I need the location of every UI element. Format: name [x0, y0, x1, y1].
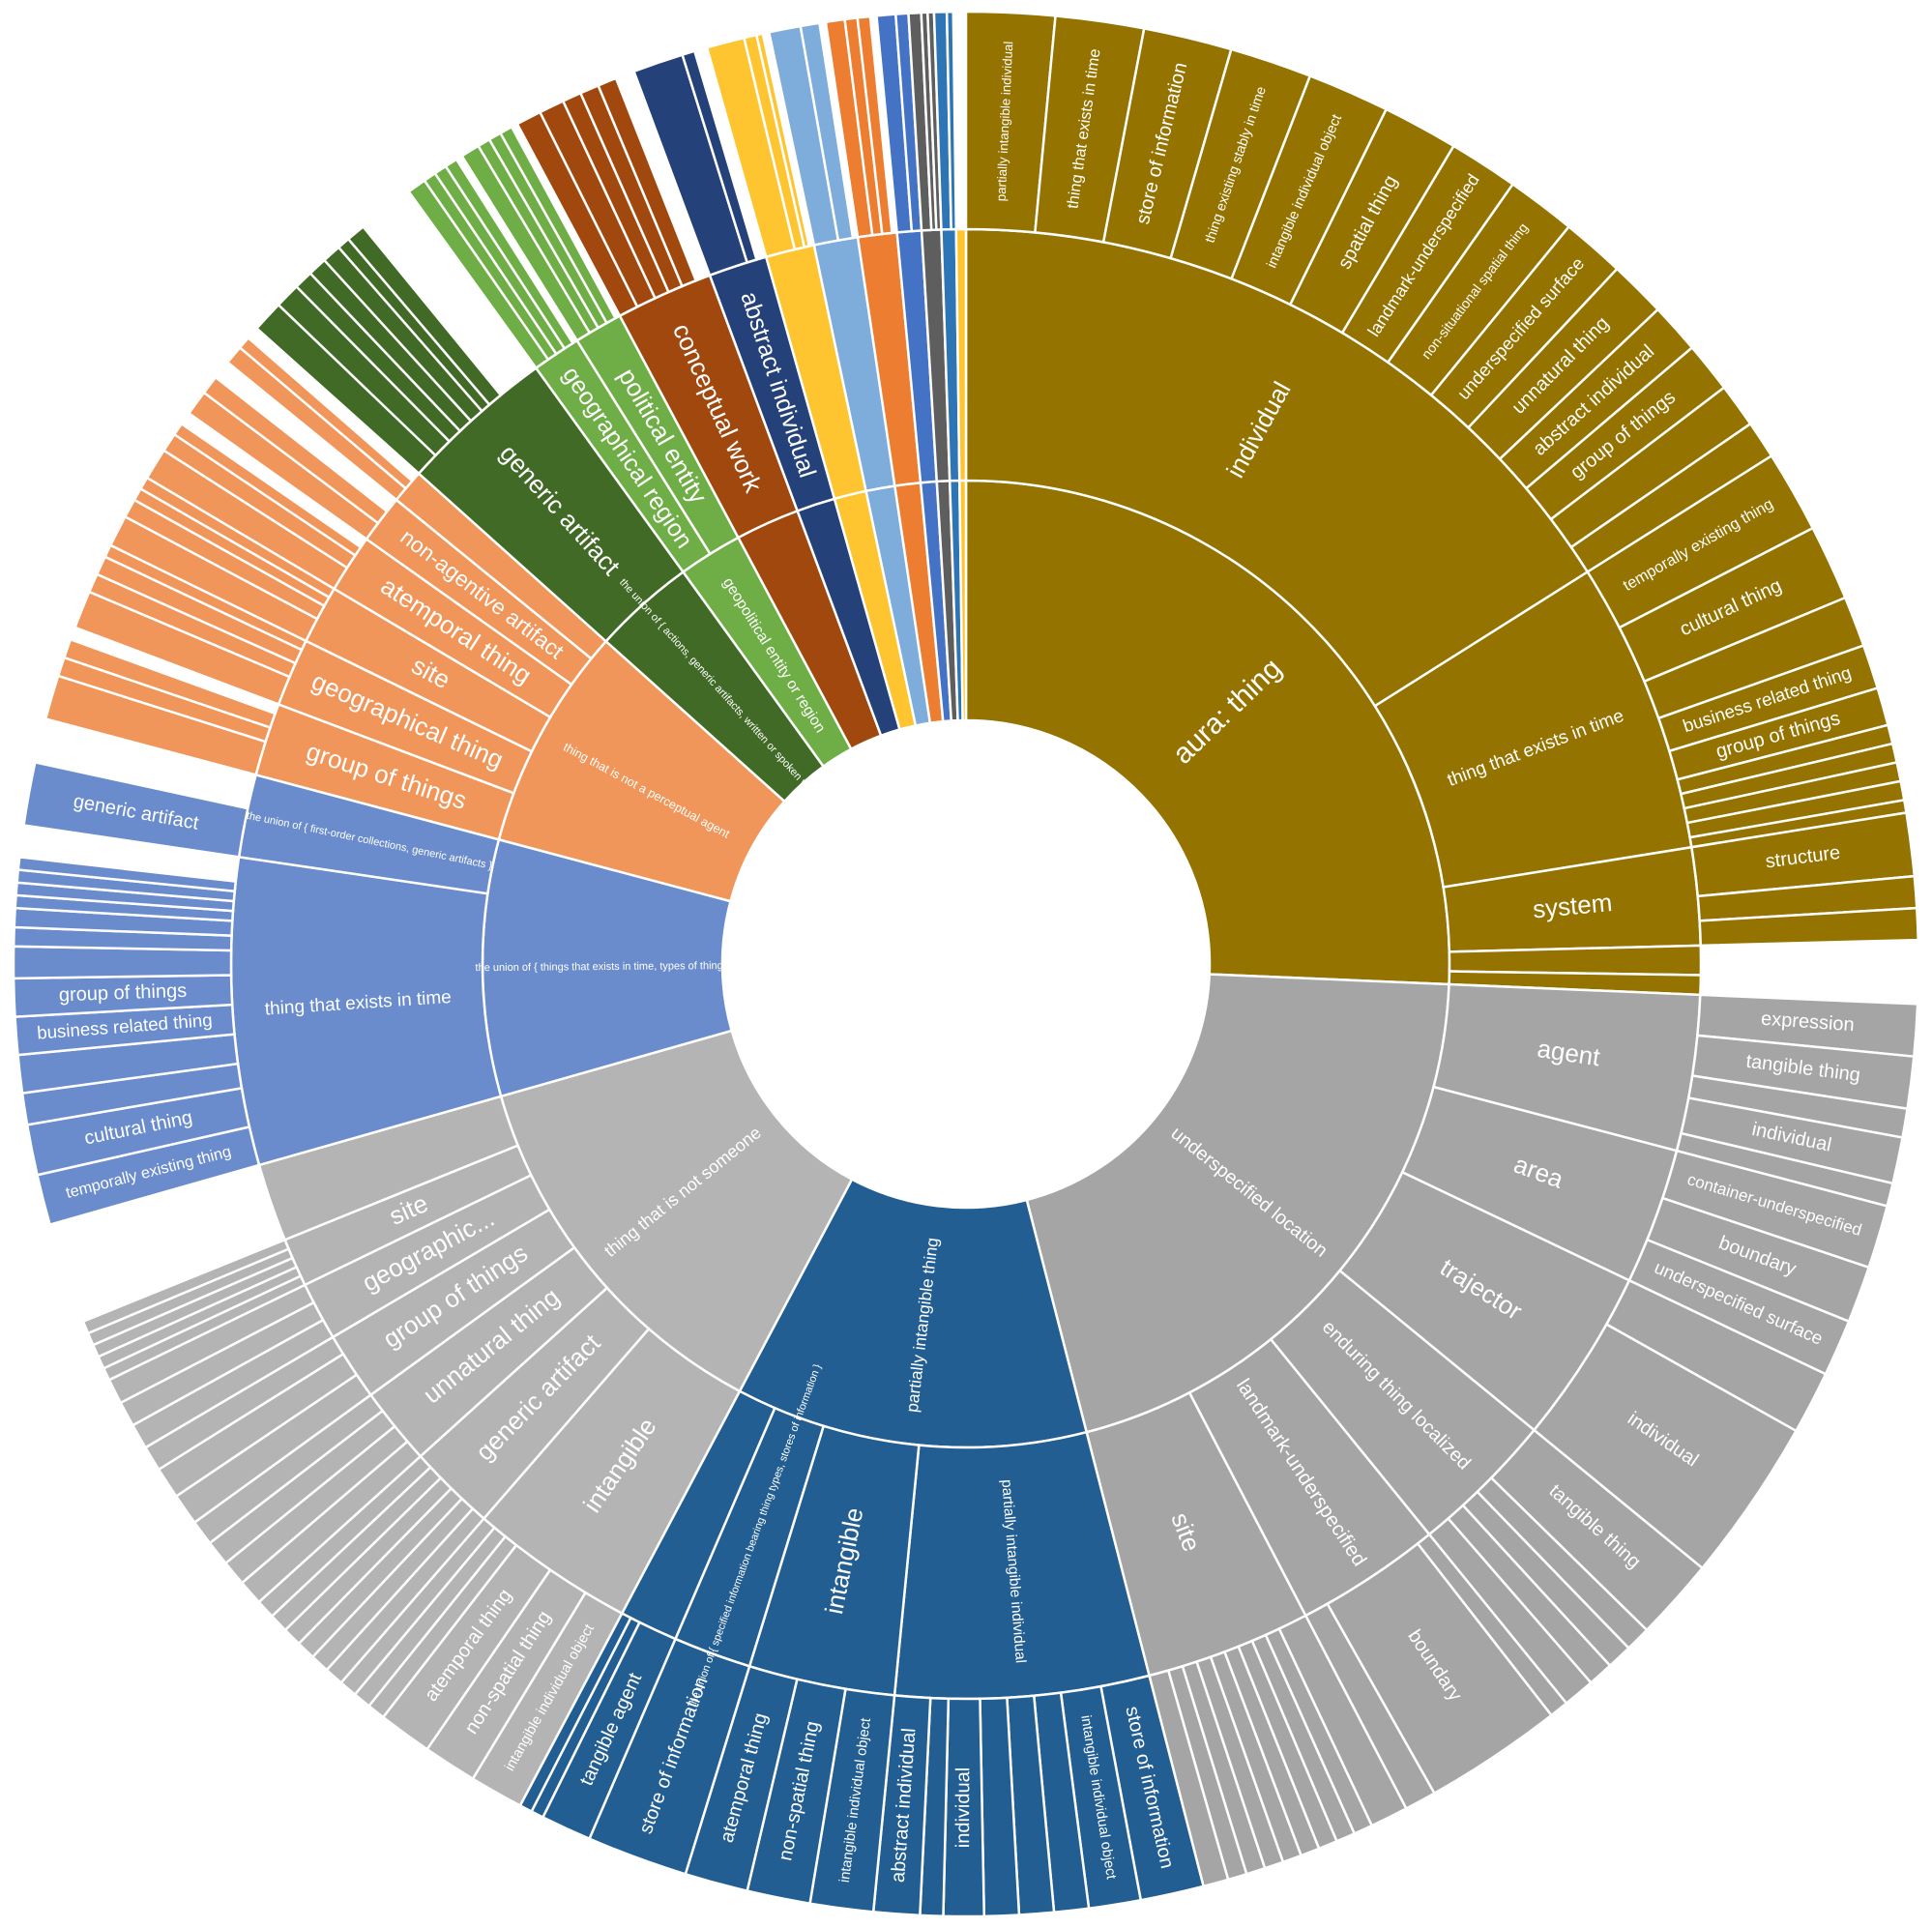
segment-2-unlabeled[interactable]: [16, 855, 238, 893]
segment-2-unlabeled[interactable]: [681, 49, 758, 265]
segment-2-unlabeled[interactable]: [202, 375, 390, 525]
segment-2-unlabeled[interactable]: [444, 158, 575, 351]
label-2-group-of-things: group of things: [59, 980, 188, 1007]
segment-2-unlabeled[interactable]: [172, 422, 363, 558]
segment-2-unlabeled[interactable]: [856, 15, 893, 236]
segment-1-unlabeled[interactable]: [954, 227, 968, 482]
label-0-the-union-of-things-that-exists-in-time-: the union of { things that exists in tim…: [475, 960, 729, 974]
segment-2-generic-artifact[interactable]: [22, 760, 249, 859]
segment-1-unlabeled[interactable]: [1448, 944, 1703, 977]
segment-2-unlabeled[interactable]: [346, 224, 503, 407]
segment-2-unlabeled[interactable]: [754, 32, 811, 249]
segment-2-unlabeled[interactable]: [62, 637, 278, 730]
segment-2-unlabeled[interactable]: [12, 945, 233, 980]
segment-2-unlabeled[interactable]: [799, 21, 855, 243]
label-2-individual: individual: [952, 1767, 974, 1848]
segment-2-unlabeled[interactable]: [498, 125, 618, 325]
segment-2-unlabeled[interactable]: [596, 76, 698, 288]
segment-2-unlabeled[interactable]: [238, 336, 415, 490]
